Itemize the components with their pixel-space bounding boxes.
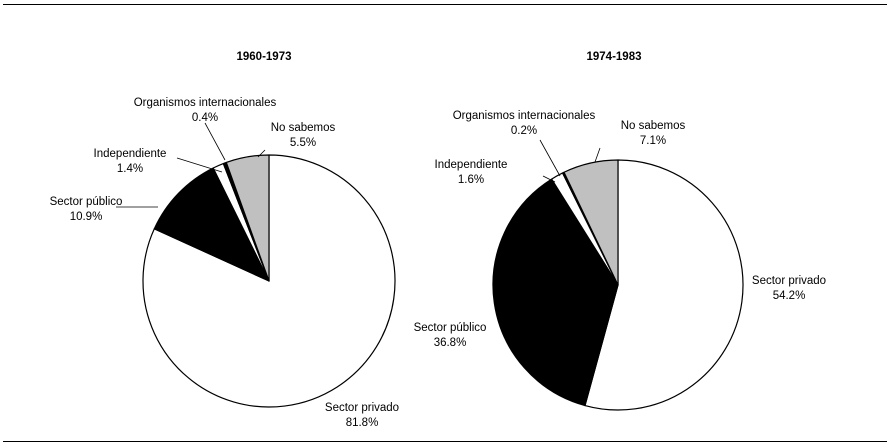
slice-label-organismos-internacionales: Organismos internacionales [453,110,596,122]
pie-slice-sector-privado [584,159,744,411]
leader-line-no-sabemos [257,149,266,158]
slice-label-organismos-internacionales: Organismos internacionales [134,97,277,109]
slice-value-sector-privado: 81.8% [346,417,379,429]
slice-label-sector-publico: Sector público [50,196,123,208]
chart-title-1974-1983: 1974-1983 [587,51,642,63]
pie-slice-no-sabemos [225,154,270,282]
pie-chart-1960-1973: 1960-1973 Sector privado 81.8% Sector públ… [50,51,400,429]
slice-value-independiente: 1.4% [117,163,143,175]
slice-value-sector-publico: 36.8% [434,337,467,349]
leader-line-independiente [542,175,556,183]
pie-chart-1974-1983: 1974-1983 Sector privado 54.2% Sector públ… [414,51,826,411]
pie-slice-no-sabemos [563,159,619,286]
leader-line-organismos-internacionales [204,122,226,161]
leader-line-independiente [176,157,223,173]
top-rule [3,4,887,5]
slice-label-no-sabemos: No sabemos [621,120,686,132]
slice-value-no-sabemos: 7.1% [640,135,666,147]
slice-value-organismos-internacionales: 0.2% [511,125,537,137]
slice-value-independiente: 1.6% [458,174,484,186]
pie-slice-sector-publico [153,167,270,282]
slice-label-sector-publico: Sector público [414,322,487,334]
slice-value-no-sabemos: 5.5% [290,137,316,149]
chart-title-1960-1973: 1960-1973 [237,51,292,63]
slice-label-independiente: Independiente [435,159,508,171]
slice-value-sector-publico: 10.9% [70,211,103,223]
leader-line-organismos-internacionales [539,139,561,177]
slice-value-sector-privado: 54.2% [773,290,806,302]
slice-label-sector-privado: Sector privado [752,275,826,287]
slice-label-sector-privado: Sector privado [325,402,399,414]
slice-label-no-sabemos: No sabemos [271,122,336,134]
slice-value-organismos-internacionales: 0.4% [192,112,218,124]
bottom-rule [3,441,887,442]
leader-line-no-sabemos [594,147,601,163]
slice-label-independiente: Independiente [94,148,167,160]
